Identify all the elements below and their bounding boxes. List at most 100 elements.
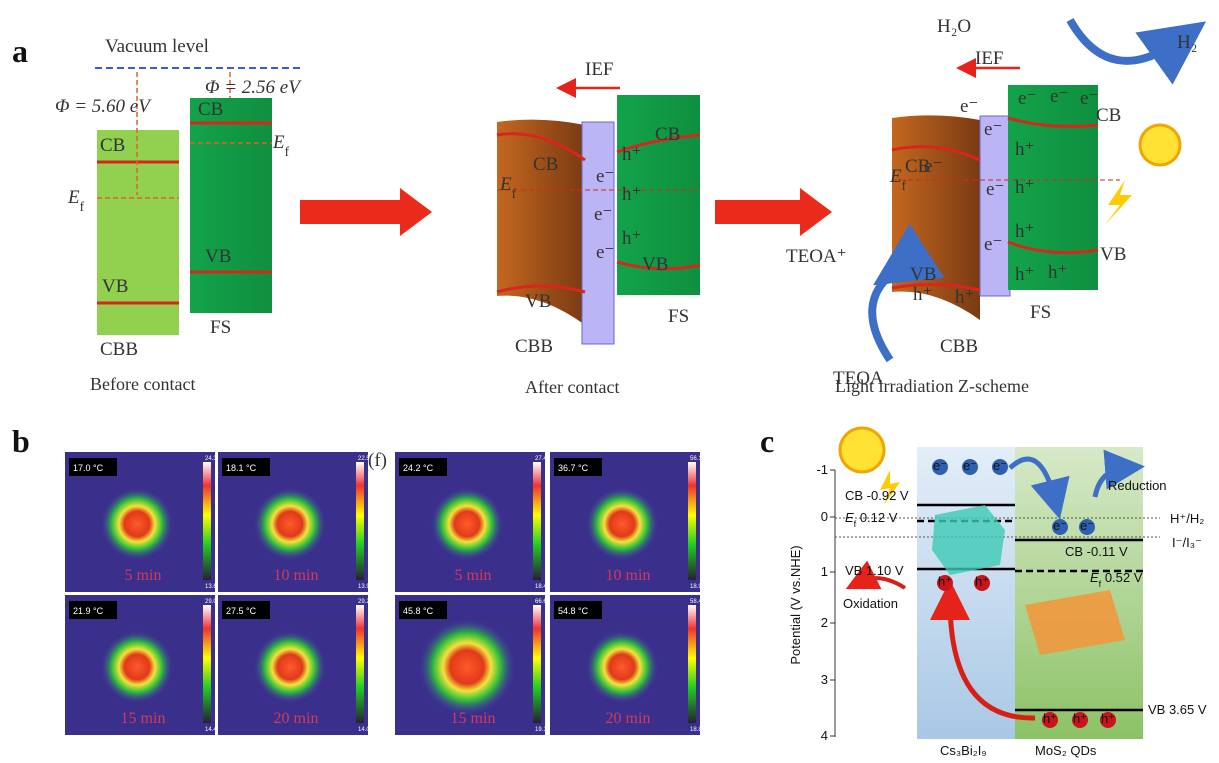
symbol: E bbox=[845, 510, 854, 525]
thermal-image: 29.0 14.4 21.9 °C 15 min bbox=[65, 595, 217, 735]
colorbar bbox=[203, 605, 211, 723]
tick-label: 2 bbox=[821, 615, 828, 630]
hot-spot bbox=[586, 488, 658, 560]
symbol: E bbox=[272, 132, 285, 153]
time: 10 min bbox=[606, 567, 651, 584]
label: Light irradiation Z-scheme bbox=[835, 376, 1029, 396]
hot-spot bbox=[254, 631, 326, 703]
label: CB -0.92 V bbox=[845, 488, 909, 503]
time: 5 min bbox=[125, 567, 162, 584]
scale-max: 27.4 bbox=[535, 456, 547, 462]
label: FS bbox=[210, 317, 231, 338]
symbol: E bbox=[889, 166, 902, 187]
electron: e⁻ bbox=[993, 458, 1007, 473]
electron: e⁻ bbox=[1080, 88, 1098, 109]
symbol: E bbox=[1090, 570, 1099, 585]
temperature: 45.8 °C bbox=[403, 606, 434, 616]
scale-max: 29.0 bbox=[205, 599, 217, 605]
label: VB 1.10 V bbox=[845, 563, 904, 578]
subscript: f bbox=[512, 186, 517, 201]
scale-max: 58.4 bbox=[690, 599, 702, 605]
temperature: 18.1 °C bbox=[226, 463, 257, 473]
label: VB bbox=[102, 276, 128, 297]
tick-label: -1 bbox=[816, 462, 828, 477]
scale-max: 56.1 bbox=[690, 456, 702, 462]
label: FS bbox=[1030, 302, 1051, 323]
hole: h⁺ bbox=[1015, 221, 1035, 242]
hole: h⁺ bbox=[1048, 262, 1068, 283]
electron: e⁻ bbox=[1080, 518, 1094, 533]
hole: h⁺ bbox=[1101, 711, 1115, 726]
electron: e⁻ bbox=[933, 458, 947, 473]
subscript: f bbox=[285, 144, 290, 159]
time: 10 min bbox=[274, 567, 319, 584]
label: MoS₂ QDs bbox=[1035, 743, 1097, 758]
hole: h⁺ bbox=[1015, 264, 1035, 285]
label: Oxidation bbox=[843, 596, 898, 611]
tick-label: 1 bbox=[821, 564, 828, 579]
hot-spot bbox=[431, 488, 503, 560]
electron: e⁻ bbox=[594, 204, 612, 225]
label: H⁺/H₂ bbox=[1170, 511, 1204, 526]
electron: e⁻ bbox=[596, 166, 614, 187]
hot-spot bbox=[101, 631, 173, 703]
scale-min: 19.1 bbox=[535, 727, 547, 733]
thermal-image: 56.1 18.9 36.7 °C 10 min bbox=[550, 452, 702, 592]
label: VB bbox=[910, 264, 936, 285]
hole: h⁺ bbox=[622, 228, 642, 249]
hole: h⁺ bbox=[975, 574, 989, 589]
subscript: f bbox=[80, 199, 85, 214]
tick-label: 4 bbox=[821, 728, 828, 743]
hole: h⁺ bbox=[1015, 177, 1035, 198]
scale-min: 13.9 bbox=[358, 584, 370, 590]
interface bbox=[980, 116, 1010, 296]
symbol: E bbox=[67, 187, 80, 208]
arrow bbox=[715, 188, 832, 236]
fermi-label: Ef 0.12 V bbox=[845, 510, 898, 529]
hole: h⁺ bbox=[1043, 711, 1057, 726]
label: I⁻/I₃⁻ bbox=[1172, 535, 1202, 550]
electron: e⁻ bbox=[1050, 86, 1068, 107]
time: 5 min bbox=[455, 567, 492, 584]
electron: e⁻ bbox=[984, 119, 1002, 140]
time: 20 min bbox=[274, 710, 319, 727]
electron: e⁻ bbox=[1018, 88, 1036, 109]
interface bbox=[582, 122, 614, 344]
label: TEOA⁺ bbox=[786, 246, 847, 267]
scale-min: 13.6 bbox=[205, 584, 217, 590]
scale-min: 14.4 bbox=[205, 727, 217, 733]
temperature: 17.0 °C bbox=[73, 463, 104, 473]
temperature: 36.7 °C bbox=[558, 463, 589, 473]
thermal-image: 24.313.617.0 °C5 min bbox=[65, 452, 217, 592]
hole: h⁺ bbox=[955, 287, 975, 308]
scale-max: 66.6 bbox=[535, 599, 547, 605]
lightning bbox=[1105, 180, 1132, 225]
colorbar bbox=[688, 605, 696, 723]
thermal-image: 27.418.424.2 °C5 min bbox=[395, 452, 547, 592]
hot-spot bbox=[419, 619, 515, 715]
oxidation-arrow bbox=[860, 578, 905, 588]
band-fs bbox=[190, 98, 272, 313]
temperature: 21.9 °C bbox=[73, 606, 104, 616]
electron: e⁻ bbox=[960, 96, 978, 117]
electron: e⁻ bbox=[1053, 518, 1067, 533]
label: Vacuum level bbox=[105, 36, 209, 57]
hole: h⁺ bbox=[913, 284, 933, 305]
label: After contact bbox=[525, 377, 619, 397]
label: FS bbox=[668, 306, 689, 327]
value: 0.52 V bbox=[1101, 570, 1143, 585]
colorbar bbox=[356, 605, 364, 723]
hole: h⁺ bbox=[1015, 139, 1035, 160]
thermal-image: 66.619.145.8 °C15 min bbox=[395, 595, 547, 735]
thermal-image: 29.214.027.5 °C20 min bbox=[218, 595, 370, 735]
hot-spot bbox=[586, 631, 658, 703]
hole: h⁺ bbox=[1073, 711, 1087, 726]
label: CBB bbox=[515, 336, 553, 357]
time: 15 min bbox=[121, 710, 166, 727]
label: CBB bbox=[940, 336, 978, 357]
colorbar bbox=[356, 462, 364, 580]
label: IEF bbox=[975, 48, 1004, 69]
label: VB bbox=[642, 254, 668, 275]
scale-min: 18.9 bbox=[690, 584, 702, 590]
